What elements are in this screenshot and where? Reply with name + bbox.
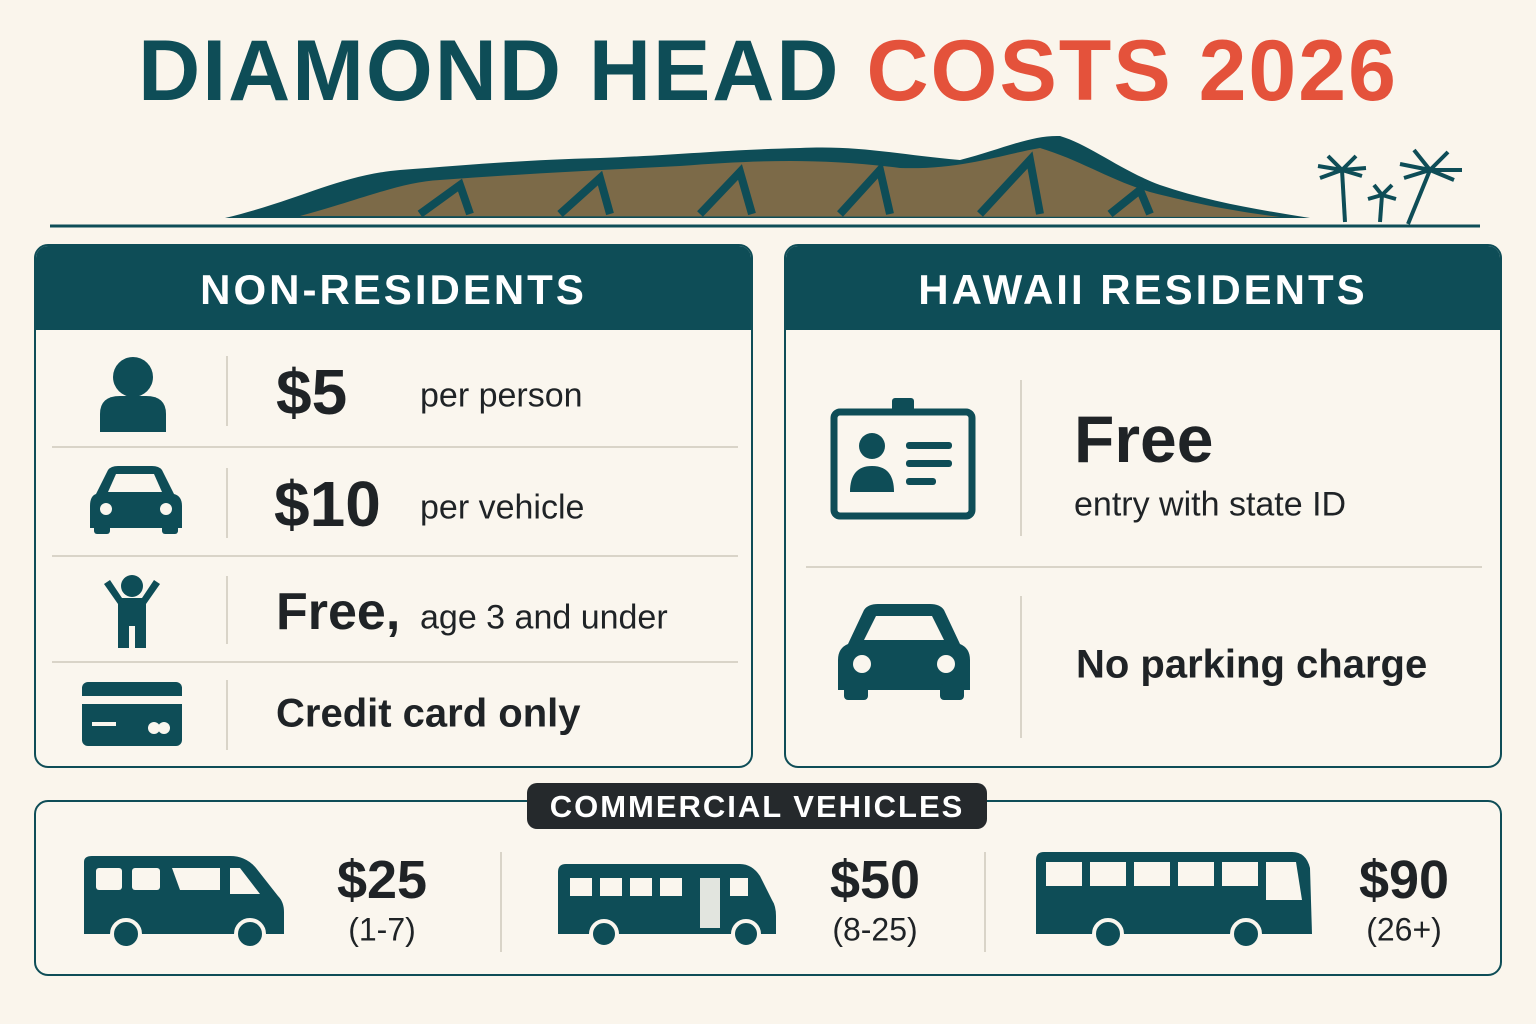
mountain-illustration [50,135,1480,228]
title-main: DIAMOND HEAD [138,23,841,119]
column-divider [1020,596,1022,738]
row-separator [806,566,1482,568]
car-icon [838,604,970,700]
bus-icon [1036,852,1312,950]
column-divider [226,576,228,644]
price: $10 [274,468,381,540]
row-separator [52,555,738,557]
row-separator [52,446,738,448]
price-note: per vehicle [420,488,585,527]
row-separator [52,661,738,663]
column-divider [226,468,228,538]
column-divider [984,852,986,952]
child-icon [104,575,160,648]
panel-header: HAWAII RESIDENTS [786,246,1500,330]
price: $5 [276,356,348,428]
commercial-capacity: (26+) [1366,911,1442,948]
commercial-capacity: (8-25) [832,911,918,948]
non-residents-panel: NON-RESIDENTS $5 per person $10 per vehi… [34,244,753,768]
id-card-icon [830,398,976,520]
person-icon [100,357,166,432]
commercial-header: COMMERCIAL VEHICLES [527,783,987,829]
car-icon [90,466,182,534]
panel-header: NON-RESIDENTS [36,246,751,330]
van-icon [84,856,284,950]
column-divider [226,680,228,750]
commercial-price: $25 [336,850,428,910]
column-divider [1020,380,1022,536]
commercial-capacity: (1-7) [348,911,416,948]
payment-note: Credit card only [276,691,581,736]
price: Free [1074,402,1214,476]
column-divider [500,852,502,952]
price-note: entry with state ID [1074,485,1347,524]
residents-panel: HAWAII RESIDENTS Free entry with state I… [784,244,1502,768]
commercial-price: $50 [829,850,921,910]
price-note: age 3 and under [420,598,668,637]
parking-note: No parking charge [1076,642,1428,687]
title-accent: COSTS 2026 [866,23,1398,119]
credit-card-icon [82,682,182,746]
minibus-icon [558,864,776,949]
column-divider [226,356,228,426]
price: Free, [276,583,401,641]
commercial-price: $90 [1358,850,1450,910]
commercial-panel: $25 (1-7) $50 (8-25) $90 (26+) [34,800,1502,976]
title: DIAMOND HEAD COSTS 2026 [0,22,1536,121]
price-note: per person [420,376,583,415]
